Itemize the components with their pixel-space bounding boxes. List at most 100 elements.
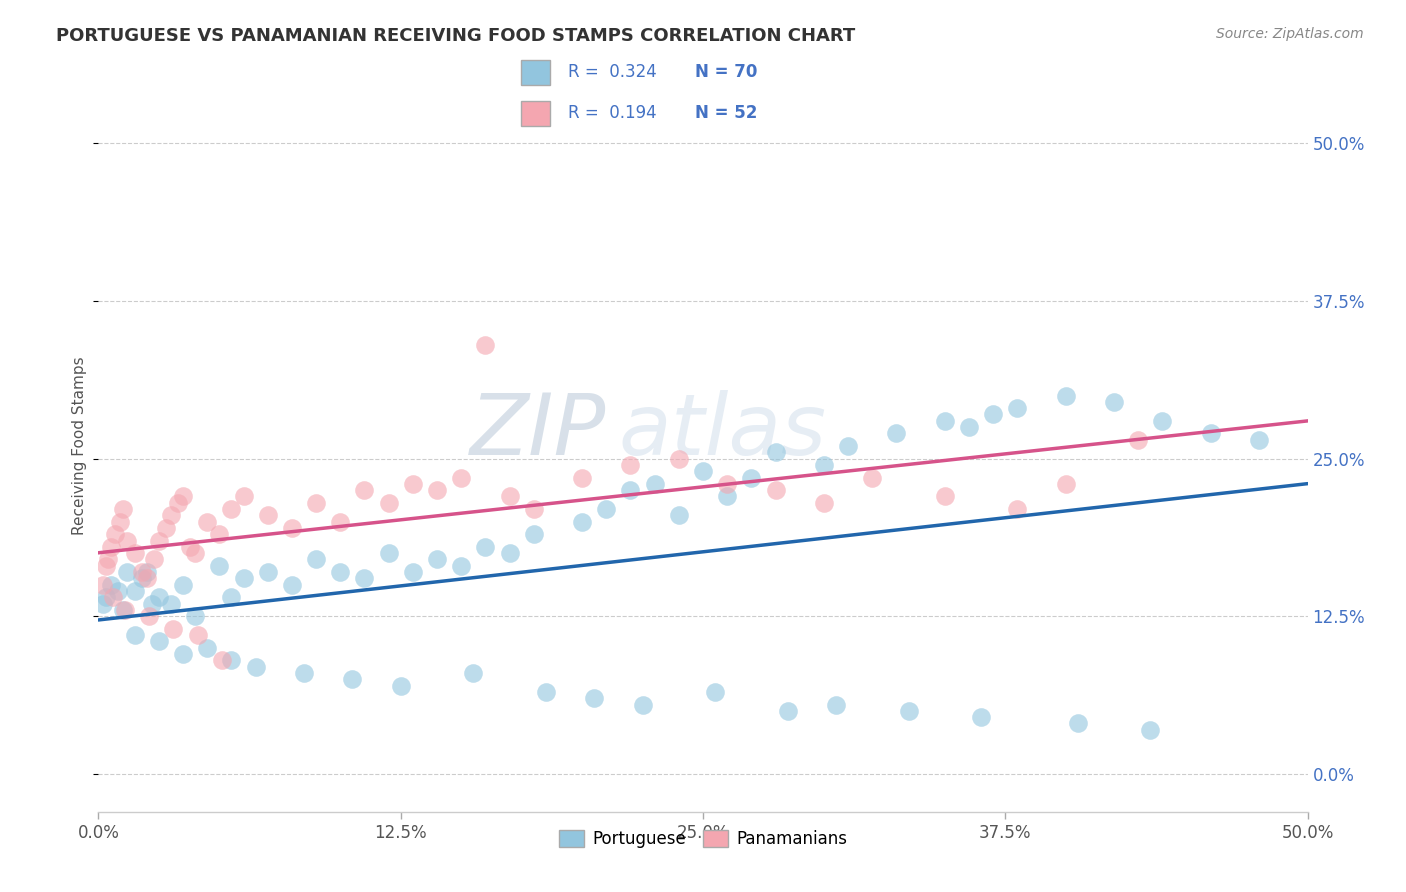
Point	[221, 653, 243, 667]
Point	[704, 685, 727, 699]
Point	[644, 476, 666, 491]
Point	[232, 490, 254, 504]
Point	[740, 470, 762, 484]
Point	[179, 540, 201, 554]
Point	[716, 490, 738, 504]
Point	[353, 571, 375, 585]
FancyBboxPatch shape	[520, 101, 550, 126]
Point	[117, 565, 139, 579]
Point	[1102, 395, 1125, 409]
Point	[668, 508, 690, 523]
Point	[124, 546, 146, 560]
Point	[776, 704, 799, 718]
Point	[245, 659, 267, 673]
Point	[1007, 502, 1029, 516]
Point	[94, 591, 117, 605]
Point	[292, 665, 315, 680]
Point	[583, 691, 606, 706]
Text: N = 52: N = 52	[695, 104, 758, 122]
Point	[281, 521, 304, 535]
Point	[108, 515, 131, 529]
Point	[860, 470, 883, 484]
Point	[135, 571, 157, 585]
Point	[111, 603, 134, 617]
Text: Source: ZipAtlas.com: Source: ZipAtlas.com	[1216, 27, 1364, 41]
Point	[897, 704, 920, 718]
Text: N = 70: N = 70	[695, 63, 758, 81]
Text: atlas: atlas	[619, 390, 827, 473]
Point	[450, 470, 472, 484]
Point	[232, 571, 254, 585]
Point	[353, 483, 375, 497]
Point	[474, 338, 496, 352]
Point	[184, 609, 207, 624]
Point	[160, 508, 183, 523]
Point	[281, 578, 304, 592]
Point	[426, 552, 449, 566]
Point	[141, 597, 163, 611]
Point	[377, 496, 399, 510]
Point	[523, 527, 546, 541]
Point	[571, 470, 593, 484]
Point	[100, 540, 122, 554]
Point	[329, 515, 352, 529]
Point	[221, 502, 243, 516]
Point	[981, 408, 1004, 422]
Point	[305, 552, 328, 566]
Point	[1128, 433, 1150, 447]
Point	[692, 464, 714, 478]
Point	[813, 458, 835, 472]
Point	[256, 565, 278, 579]
Point	[124, 584, 146, 599]
Point	[97, 552, 120, 566]
Point	[155, 521, 177, 535]
Point	[195, 640, 218, 655]
Point	[934, 490, 956, 504]
Point	[837, 439, 859, 453]
FancyBboxPatch shape	[520, 60, 550, 85]
Point	[162, 622, 184, 636]
Point	[498, 546, 520, 560]
Point	[211, 653, 233, 667]
Point	[619, 483, 641, 497]
Point	[208, 527, 231, 541]
Point	[668, 451, 690, 466]
Point	[886, 426, 908, 441]
Point	[104, 527, 127, 541]
Point	[825, 698, 848, 712]
Point	[1007, 401, 1029, 416]
Point	[172, 490, 194, 504]
Point	[148, 634, 170, 648]
Point	[131, 565, 153, 579]
Point	[160, 597, 183, 611]
Point	[172, 647, 194, 661]
Point	[329, 565, 352, 579]
Legend: Portuguese, Panamanians: Portuguese, Panamanians	[553, 823, 853, 855]
Point	[91, 578, 114, 592]
Point	[131, 571, 153, 585]
Text: R =  0.194: R = 0.194	[568, 104, 657, 122]
Point	[402, 565, 425, 579]
Point	[1152, 414, 1174, 428]
Point	[631, 698, 654, 712]
Point	[1067, 716, 1090, 731]
Point	[619, 458, 641, 472]
Point	[148, 591, 170, 605]
Point	[1199, 426, 1222, 441]
Point	[114, 603, 136, 617]
Point	[256, 508, 278, 523]
Point	[148, 533, 170, 548]
Y-axis label: Receiving Food Stamps: Receiving Food Stamps	[72, 357, 87, 535]
Point	[124, 628, 146, 642]
Point	[957, 420, 980, 434]
Point	[138, 609, 160, 624]
Point	[934, 414, 956, 428]
Point	[595, 502, 617, 516]
Point	[1054, 388, 1077, 402]
Text: PORTUGUESE VS PANAMANIAN RECEIVING FOOD STAMPS CORRELATION CHART: PORTUGUESE VS PANAMANIAN RECEIVING FOOD …	[56, 27, 855, 45]
Point	[342, 673, 364, 687]
Point	[463, 665, 485, 680]
Point	[305, 496, 328, 510]
Point	[377, 546, 399, 560]
Point	[765, 445, 787, 459]
